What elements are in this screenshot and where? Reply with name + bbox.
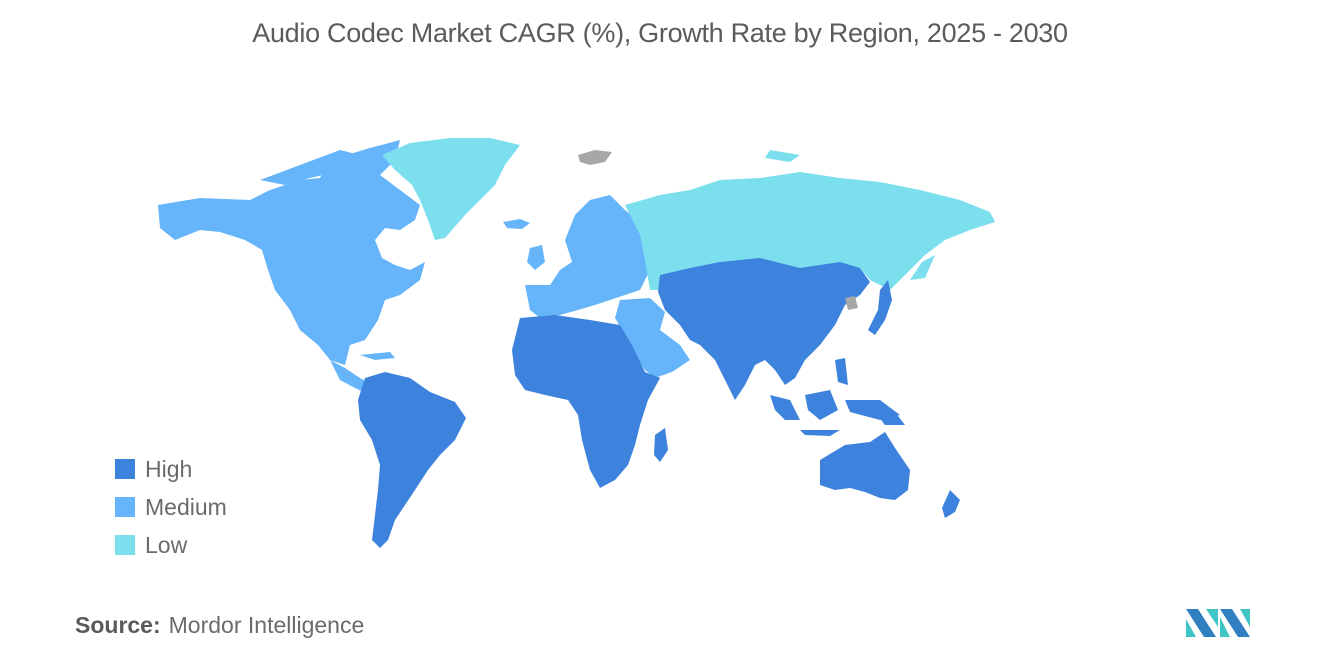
legend-item-medium: Medium bbox=[115, 488, 227, 526]
region-africa bbox=[512, 315, 668, 488]
region-greenland bbox=[382, 138, 520, 240]
region-south-america bbox=[358, 372, 466, 548]
region-iceland bbox=[503, 219, 530, 229]
legend-label-medium: Medium bbox=[145, 493, 227, 520]
region-middle-east bbox=[615, 298, 690, 378]
region-no-data-north-korea bbox=[845, 296, 858, 310]
source-line: Source: Mordor Intelligence bbox=[75, 612, 364, 639]
region-asia bbox=[658, 258, 900, 436]
source-value: Mordor Intelligence bbox=[168, 612, 365, 638]
legend-swatch-low bbox=[115, 535, 135, 555]
legend-label-low: Low bbox=[145, 531, 188, 558]
region-north-america bbox=[158, 140, 425, 395]
mordor-logo-icon bbox=[1186, 609, 1250, 637]
legend-item-high: High bbox=[115, 450, 227, 488]
legend-swatch-medium bbox=[115, 497, 135, 517]
legend: High Medium Low bbox=[115, 450, 227, 564]
region-oceania bbox=[820, 412, 960, 518]
source-label: Source: bbox=[75, 612, 161, 638]
region-europe bbox=[525, 195, 650, 318]
legend-swatch-high bbox=[115, 459, 135, 479]
legend-label-high: High bbox=[145, 455, 193, 482]
region-russia bbox=[625, 150, 995, 290]
chart-title: Audio Codec Market CAGR (%), Growth Rate… bbox=[252, 18, 1068, 48]
legend-item-low: Low bbox=[115, 526, 227, 564]
region-no-data-svalbard bbox=[578, 150, 612, 165]
